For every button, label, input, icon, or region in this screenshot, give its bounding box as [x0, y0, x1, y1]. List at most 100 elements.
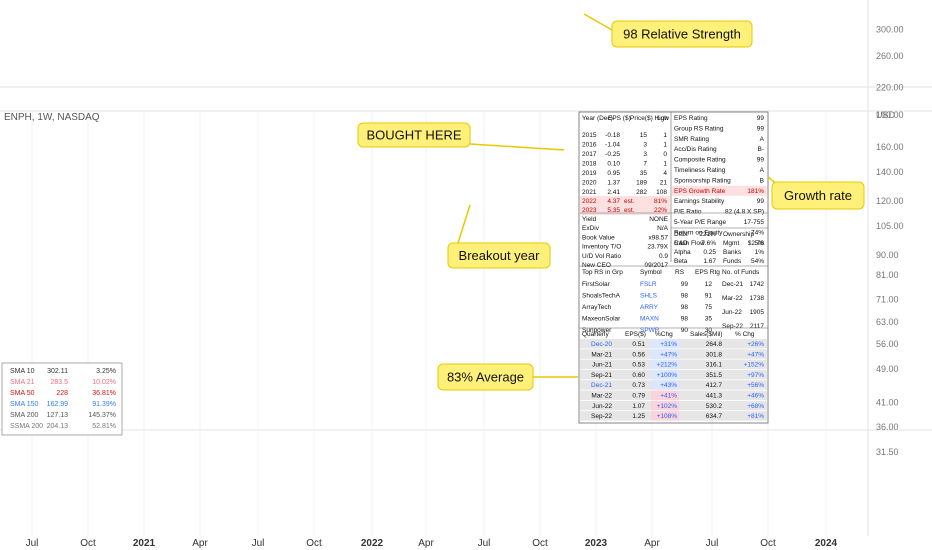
quarterly-eps: 0.73 — [632, 382, 645, 389]
average-callout-box — [437, 363, 534, 391]
quarterly-period: Sep-22 — [591, 413, 612, 420]
peer-name: FirstSolar — [582, 281, 611, 288]
quarterly-sales-chg: +68% — [747, 403, 764, 410]
rating-label: Cash Flow — [674, 240, 705, 247]
x-tick-label: Jul — [252, 538, 265, 549]
eps-high: 3 — [643, 142, 647, 149]
quarterly-pct-bg — [651, 400, 679, 411]
peer-eps: 30 — [705, 327, 713, 334]
growth-highlight — [672, 185, 767, 196]
symbol-header: ENPH, 1W, NASDAQ — [4, 112, 100, 123]
quarterly-eps: 0.60 — [632, 372, 645, 379]
x-tick-label: Oct — [760, 538, 776, 549]
ma-legend-value: 283.5 — [50, 379, 68, 386]
quarterly-eps: 0.53 — [632, 362, 645, 369]
funds-header: No. of Funds — [722, 269, 760, 276]
quarterly-pct-bg — [651, 369, 679, 380]
risk-label: R&D — [674, 240, 688, 247]
valuation-value: N/A — [657, 225, 669, 232]
quarterly-sales-chg: +56% — [747, 382, 764, 389]
peer-name: Sunpower — [582, 327, 612, 334]
quarterly-sales: 316.1 — [706, 362, 723, 369]
eps-high: 282 — [636, 189, 647, 196]
eps-est-value: 4.37 — [607, 198, 620, 205]
peer-rs: 98 — [681, 304, 689, 311]
peer-header: RS — [675, 269, 685, 276]
peer-name: ArrayTech — [582, 304, 612, 311]
y-tick-label: 160.00 — [876, 142, 904, 152]
ownership-value: 54% — [751, 258, 764, 265]
peer-symbol: ARRY — [640, 304, 659, 311]
ma-legend-pct: 91.39% — [92, 401, 116, 408]
quarterly-pct-bg — [651, 390, 679, 400]
eps-est-year: 2022 — [582, 198, 597, 205]
quarterly-sales: 530.2 — [706, 403, 723, 410]
peer-name: ShoalsTechA — [582, 293, 621, 300]
ma-legend-name: SSMA 200 — [10, 423, 43, 430]
funds-quarter: Mar-22 — [722, 295, 743, 302]
funds-count: 1738 — [750, 295, 765, 302]
valuation-value: x98.57 — [648, 234, 668, 241]
risk-label: Alpha — [674, 249, 691, 256]
quarterly-eps-chg: +43% — [660, 382, 677, 389]
eps-value: -0.25 — [605, 151, 620, 158]
bought-callout-text: BOUGHT HERE — [366, 128, 461, 143]
x-tick-label: 2021 — [133, 538, 156, 549]
eps-est-highlight — [580, 196, 670, 215]
eps-high: 35 — [640, 170, 648, 177]
rating-value: B — [760, 177, 764, 184]
risk-value: 221% — [699, 231, 716, 238]
peer-symbol: MAXN — [640, 316, 659, 323]
x-tick-label: Apr — [192, 538, 208, 549]
risk-value: 7.6% — [701, 240, 716, 247]
quarterly-sales: 412.7 — [706, 382, 723, 389]
eps-est-value: 5.35 — [607, 207, 620, 214]
quarterly-eps: 0.56 — [632, 351, 645, 358]
callout-leader — [457, 204, 471, 244]
rating-value: B- — [758, 146, 765, 153]
ma-legend-name: SMA 150 — [10, 401, 39, 408]
ma-legend-value: 204.13 — [47, 423, 69, 430]
rating-value: 99 — [757, 157, 765, 164]
rating-value: 99 — [757, 198, 765, 205]
peer-rs: 98 — [681, 293, 689, 300]
ma-legend: SMA 10 302.11 3.25% SMA 21 283.5 10.02% SMA 50… — [1, 362, 123, 436]
eps-est-label: est. — [624, 198, 635, 205]
y-tick-label: 36.00 — [876, 422, 899, 432]
ma-legend-pct: 10.02% — [92, 379, 116, 386]
growth-callout-text: Growth rate — [784, 188, 852, 203]
rating-value: 82 (4.8 X SP) — [725, 209, 764, 216]
y-tick-label: 56.00 — [876, 339, 899, 349]
quarterly-period: Dec-21 — [591, 382, 612, 389]
valuation-label: U/D Vol Ratio — [582, 253, 621, 260]
eps-est-pct: 22% — [654, 207, 667, 214]
rating-label: Timeliness Rating — [674, 167, 726, 174]
y-tick-label: 300.00 — [876, 24, 904, 34]
quarterly-pct-bg — [651, 349, 679, 359]
ma-legend-name: SMA 10 — [10, 368, 35, 375]
quarterly-header: % Chg — [735, 331, 755, 338]
quarterly-header: %Chg — [655, 331, 673, 338]
ma-legend-name: SMA 21 — [10, 379, 35, 386]
valuation-label: New CEO — [582, 262, 611, 269]
x-tick-label: 2022 — [361, 538, 384, 549]
valuation-value: 23.79X — [647, 244, 668, 251]
quarterly-eps: 0.79 — [632, 393, 645, 400]
ma-legend-pct: 36.81% — [92, 390, 116, 397]
eps-high: 189 — [636, 180, 647, 187]
x-tick-label: Oct — [80, 538, 96, 549]
quarterly-header: Quarterly — [582, 331, 609, 338]
quarterly-sales-chg: +46% — [747, 393, 764, 400]
valuation-label: Yield — [582, 216, 597, 223]
eps-low: 1 — [663, 132, 667, 139]
quarterly-sales: 301.8 — [706, 351, 723, 358]
ma-legend-name: SMA 50 — [10, 390, 35, 397]
funds-count: 1742 — [750, 281, 765, 288]
quarterly-period: Jun-21 — [592, 362, 612, 369]
quarterly-sales-chg: +97% — [747, 372, 764, 379]
eps-high: 3 — [643, 151, 647, 158]
risk-value: 1.67 — [703, 258, 716, 265]
rating-value: 181% — [747, 188, 764, 195]
eps-low: 21 — [660, 180, 668, 187]
